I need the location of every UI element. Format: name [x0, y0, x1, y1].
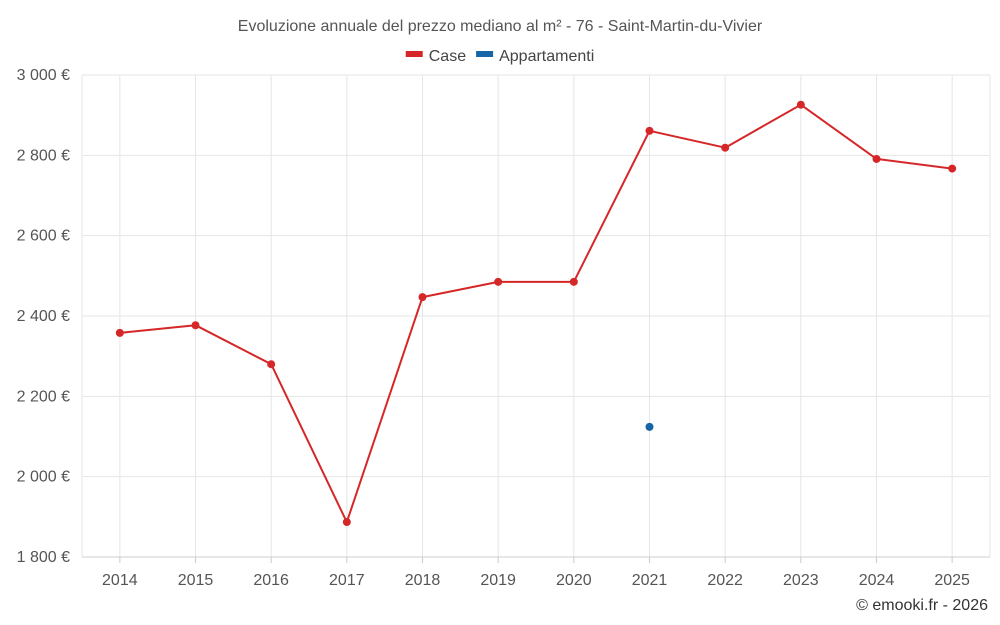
legend-swatch: [405, 51, 423, 57]
x-axis: 2014 2015 2016 2017 2018 2019 2020 2021 2022 2023…: [82, 556, 990, 589]
data-point: [721, 143, 730, 152]
x-tick-label: 2014: [102, 572, 138, 589]
data-point: [645, 422, 654, 431]
x-tick-label: 2023: [783, 572, 819, 589]
credit-text: © emooki.fr - 2026: [856, 597, 988, 614]
data-point: [872, 154, 881, 163]
legend-item-appartamenti: Appartamenti: [476, 48, 594, 65]
x-tick-label: 2020: [556, 572, 592, 589]
series-case: [115, 100, 957, 527]
series-layer: [115, 100, 957, 527]
data-point: [418, 293, 427, 302]
chart-title: Evoluzione annuale del prezzo mediano al…: [238, 18, 763, 35]
y-tick-label: 2 200 €: [17, 388, 70, 405]
data-point: [948, 164, 957, 173]
x-tick-label: 2017: [329, 572, 365, 589]
y-tick-label: 2 800 €: [17, 147, 70, 164]
x-tick-label: 2016: [253, 572, 289, 589]
legend: Case Appartamenti: [405, 48, 594, 65]
series-line-case: [119, 103, 953, 524]
grid: [81, 74, 991, 557]
data-point: [115, 328, 124, 337]
data-point: [191, 321, 200, 330]
y-tick-label: 2 600 €: [17, 228, 70, 245]
data-point: [796, 100, 805, 109]
x-tick-label: 2022: [707, 572, 743, 589]
x-tick-label: 2025: [934, 572, 970, 589]
x-tick-label: 2015: [178, 572, 214, 589]
x-tick-label: 2024: [859, 572, 895, 589]
y-axis: 1 800 € 2 000 € 2 200 € 2 400 € 2 600 € 2 800…: [17, 67, 70, 566]
y-tick-label: 2 000 €: [17, 469, 70, 486]
series-appartamenti: [645, 422, 654, 431]
legend-label: Case: [429, 48, 466, 65]
data-point: [569, 277, 578, 286]
legend-swatch: [476, 51, 494, 57]
y-tick-label: 3 000 €: [17, 67, 70, 84]
data-point: [494, 277, 503, 286]
data-point: [342, 518, 351, 527]
x-tick-label: 2018: [405, 572, 441, 589]
legend-label: Appartamenti: [499, 48, 594, 65]
y-tick-label: 1 800 €: [17, 549, 70, 566]
legend-item-case: Case: [405, 48, 466, 65]
x-tick-label: 2019: [480, 572, 516, 589]
x-tick-label: 2021: [632, 572, 668, 589]
data-point: [267, 360, 276, 369]
y-tick-label: 2 400 €: [17, 308, 70, 325]
data-point: [645, 126, 654, 135]
